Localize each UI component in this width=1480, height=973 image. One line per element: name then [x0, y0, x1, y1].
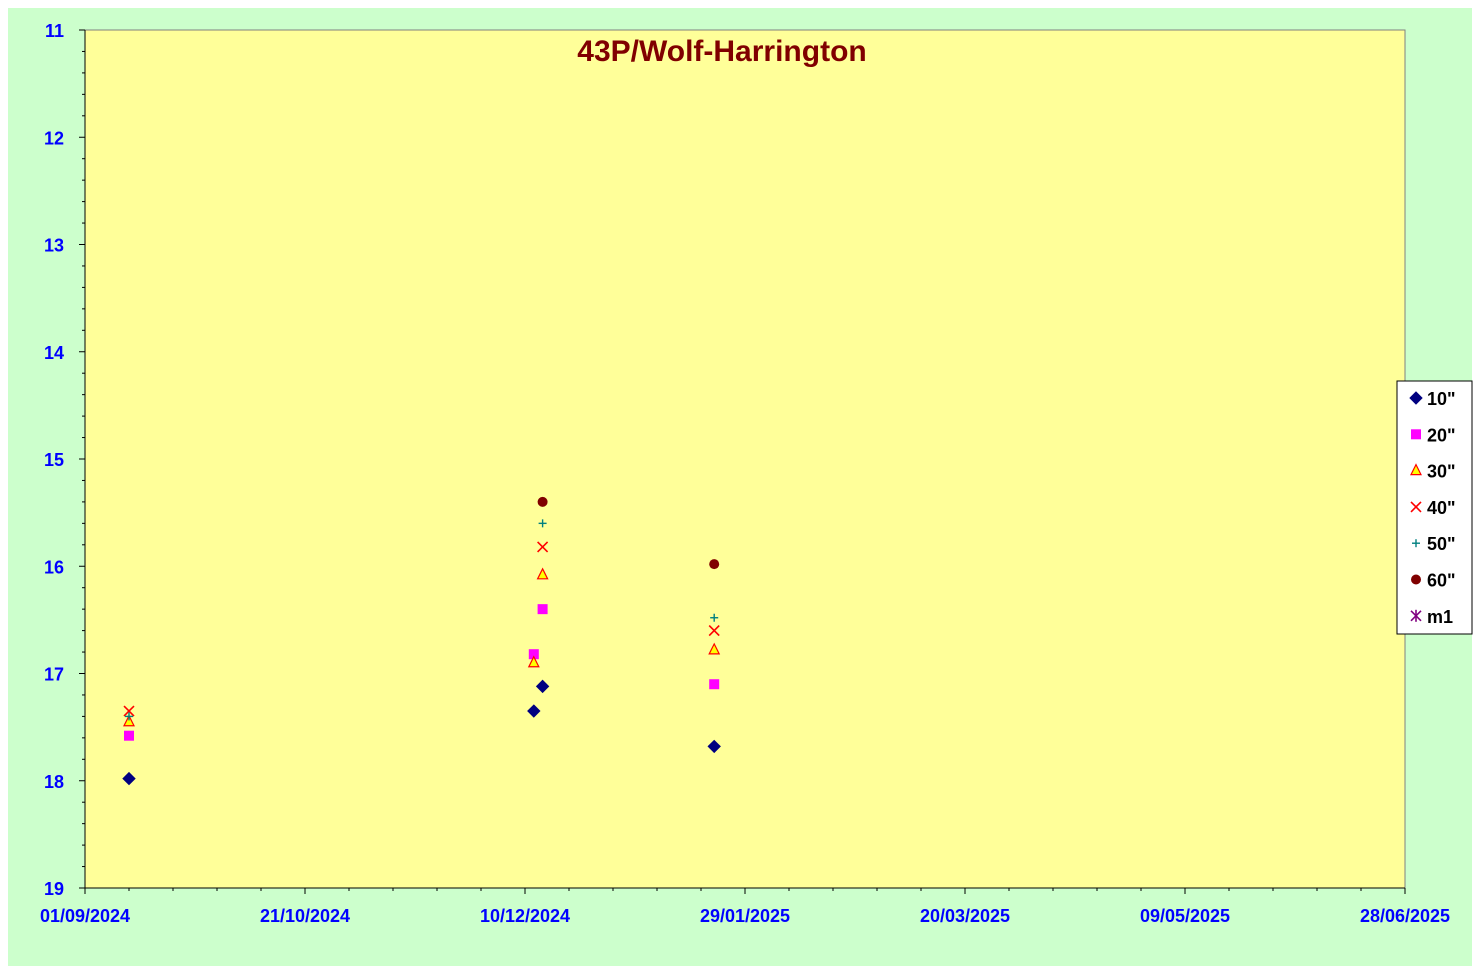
data-point	[710, 613, 719, 622]
data-point	[537, 604, 548, 615]
x-tick-label: 28/06/2025	[1360, 906, 1450, 926]
legend-marker	[1410, 501, 1422, 513]
data-point	[527, 704, 541, 718]
data-point	[709, 559, 720, 570]
data-point	[535, 679, 550, 694]
data-point-stroke	[708, 625, 720, 637]
legend-marker	[1410, 609, 1422, 622]
data-points	[122, 496, 721, 786]
data-point	[537, 541, 549, 553]
y-tick-label: 11	[45, 21, 64, 41]
data-point	[708, 642, 721, 655]
data-point	[536, 567, 549, 580]
y-tick-label: 18	[44, 772, 64, 792]
legend-marker	[1409, 391, 1423, 405]
legend-marker	[1412, 539, 1420, 548]
data-point	[527, 655, 540, 668]
data-point	[123, 714, 135, 727]
legend-label: 60"	[1427, 571, 1456, 591]
y-tick-label: 14	[44, 343, 64, 363]
data-point	[709, 679, 720, 690]
x-tick-label: 01/09/2024	[40, 906, 130, 926]
data-point	[125, 712, 133, 721]
legend-label: 40"	[1427, 498, 1456, 518]
legend-label: 30"	[1427, 462, 1456, 482]
y-tick-label: 12	[44, 128, 64, 148]
legend: 10" 20" 30" 40" 50" 60" m1	[1396, 380, 1473, 635]
legend-marker-stroke	[1410, 501, 1422, 513]
y-axis: 11 12 13 14 15 16 17 18 19	[44, 21, 86, 899]
data-point	[537, 496, 548, 507]
x-tick-label: 10/12/2024	[480, 906, 570, 926]
y-tick-label: 19	[44, 879, 64, 899]
data-point-stroke	[123, 705, 135, 717]
legend-marker	[1410, 463, 1422, 476]
data-point-stroke	[537, 541, 549, 553]
data-point	[124, 730, 134, 741]
legend-label: m1	[1427, 607, 1453, 627]
x-tick-label: 09/05/2025	[1140, 906, 1230, 926]
data-point	[123, 705, 135, 717]
x-tick-label: 20/03/2025	[920, 906, 1010, 926]
x-axis: 01/09/2024 21/10/2024 10/12/2024 29/01/2025…	[40, 887, 1450, 926]
data-point	[528, 649, 539, 660]
legend-box	[1396, 380, 1473, 635]
legend-marker	[1411, 574, 1421, 585]
data-point	[707, 739, 721, 754]
legend-marker	[1411, 429, 1421, 440]
x-tick-label: 29/01/2025	[700, 906, 790, 926]
y-tick-label: 17	[44, 665, 64, 685]
data-point	[538, 519, 547, 528]
legend-label: 20"	[1427, 425, 1456, 445]
legend-label: 10"	[1427, 389, 1456, 409]
legend-label: 50"	[1427, 534, 1456, 554]
y-tick-label: 13	[44, 236, 64, 256]
data-point	[708, 625, 720, 637]
data-point	[122, 771, 136, 786]
y-tick-label: 16	[44, 557, 64, 577]
y-tick-label: 15	[44, 450, 64, 470]
plot-area	[84, 29, 1406, 889]
chart-title: 43P/Wolf-Harrington	[577, 35, 866, 68]
x-tick-label: 21/10/2024	[260, 906, 350, 926]
